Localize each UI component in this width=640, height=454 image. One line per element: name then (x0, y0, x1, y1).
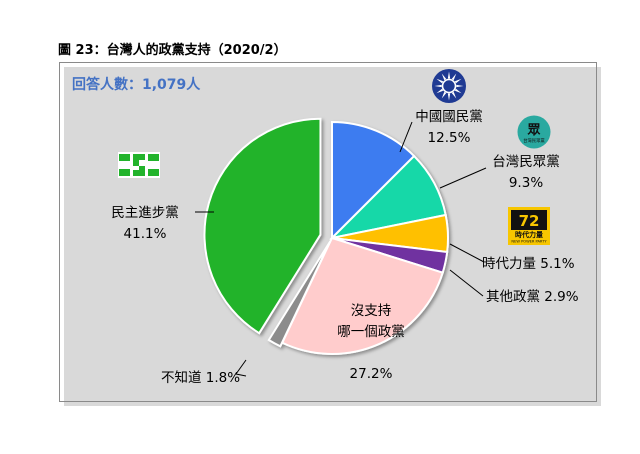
slice-label: 不知道 (161, 370, 202, 386)
pie-slice (203, 117, 322, 335)
slice-label: 民主進步黨 (111, 205, 179, 221)
kmt-sun-emblem-icon (432, 69, 466, 103)
slice-percent: 41.1% (123, 226, 167, 242)
slice-label: 台灣民眾黨 (492, 154, 560, 170)
slice-percent: 12.5% (427, 130, 471, 146)
label-npp: 時代力量 5.1% (482, 254, 575, 275)
leader-line (399, 121, 413, 153)
npp-logo-text: 時代力量 (515, 230, 543, 239)
leader-line (439, 167, 487, 189)
leader-line (449, 243, 485, 263)
slice-percent: 5.1% (540, 256, 575, 272)
svg-text:72: 72 (519, 212, 540, 230)
kmt-ray (436, 78, 444, 84)
kmt-ray (447, 71, 451, 79)
slice-percent: 1.8% (205, 370, 241, 386)
slice-label: 其他政黨 (486, 289, 540, 305)
kmt-ray (451, 73, 457, 81)
kmt-ray (454, 78, 462, 84)
label-tpp: 台灣民眾黨 9.3% (478, 152, 574, 194)
tpp-logo-subtext: 台灣民眾黨 (523, 137, 545, 144)
slice-label: 沒支持 哪一個政黨 (337, 303, 405, 340)
kmt-ray (436, 88, 444, 94)
npp-logo-subtext: NEW POWER PARTY (511, 240, 547, 244)
kmt-ray (456, 84, 464, 88)
figure-title: 圖 23：台灣人的政黨支持（2020/2） (58, 43, 287, 58)
kmt-ray (434, 84, 442, 88)
kmt-ray (454, 88, 462, 94)
label-none: 沒支持 哪一個政黨 27.2% (316, 280, 426, 406)
kmt-ray (451, 91, 457, 99)
kmt-ray (441, 91, 447, 99)
label-kmt: 中國國民黨 12.5% (404, 107, 494, 149)
leader-line (235, 359, 247, 377)
label-other: 其他政黨 2.9% (486, 287, 579, 308)
slice-label: 中國國民黨 (415, 109, 483, 125)
slice-percent: 2.9% (544, 289, 579, 305)
pie-slice (331, 120, 416, 241)
slice-label: 時代力量 (482, 256, 536, 272)
slice-percent: 9.3% (508, 175, 544, 191)
tpp-logo-text: 眾 (526, 123, 540, 138)
slice-percent: 27.2% (349, 366, 393, 382)
tpp-logo-icon: 眾 台灣民眾黨 (517, 115, 551, 149)
dpp-logo-icon (118, 152, 160, 178)
pie-slice (267, 240, 331, 348)
respondent-count: 回答人數：1,079人 (72, 77, 201, 93)
label-unknown: 不知道 1.8% (161, 368, 240, 389)
kmt-ray (447, 93, 451, 101)
leader-line (449, 269, 484, 297)
npp-logo-icon: 72 時代力量 NEW POWER PARTY (508, 207, 550, 245)
label-dpp: 民主進步黨 41.1% (100, 203, 190, 245)
kmt-ray (441, 73, 447, 81)
pie-slice (280, 236, 444, 355)
